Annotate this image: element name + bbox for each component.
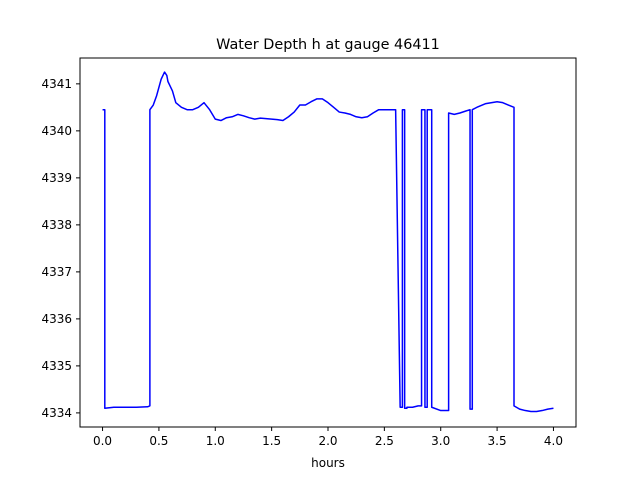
- x-axis-label: hours: [311, 456, 345, 470]
- y-tick-label: 4335: [41, 359, 72, 373]
- y-tick-label: 4338: [41, 218, 72, 232]
- y-tick-label: 4336: [41, 312, 72, 326]
- y-tick-label: 4334: [41, 406, 72, 420]
- y-axis-ticks: 4334 4335 4336 4337 4338 4339 4340 4341: [41, 77, 80, 420]
- x-tick-label: 1.0: [206, 434, 225, 448]
- x-tick-label: 1.5: [262, 434, 281, 448]
- x-tick-label: 2.0: [318, 434, 337, 448]
- x-axis-ticks: 0.0 0.5 1.0 1.5 2.0 2.5 3.0 3.5 4.0: [93, 427, 563, 448]
- x-tick-label: 0.5: [149, 434, 168, 448]
- x-tick-label: 2.5: [375, 434, 394, 448]
- y-tick-label: 4339: [41, 171, 72, 185]
- x-tick-label: 3.5: [488, 434, 507, 448]
- series-line-1: [102, 71, 554, 413]
- y-tick-label: 4337: [41, 265, 72, 279]
- y-tick-label: 4341: [41, 77, 72, 91]
- x-tick-label: 0.0: [93, 434, 112, 448]
- chart-title: Water Depth h at gauge 46411: [216, 37, 440, 53]
- x-tick-label: 3.0: [431, 434, 450, 448]
- y-tick-label: 4340: [41, 124, 72, 138]
- x-tick-label: 4.0: [544, 434, 563, 448]
